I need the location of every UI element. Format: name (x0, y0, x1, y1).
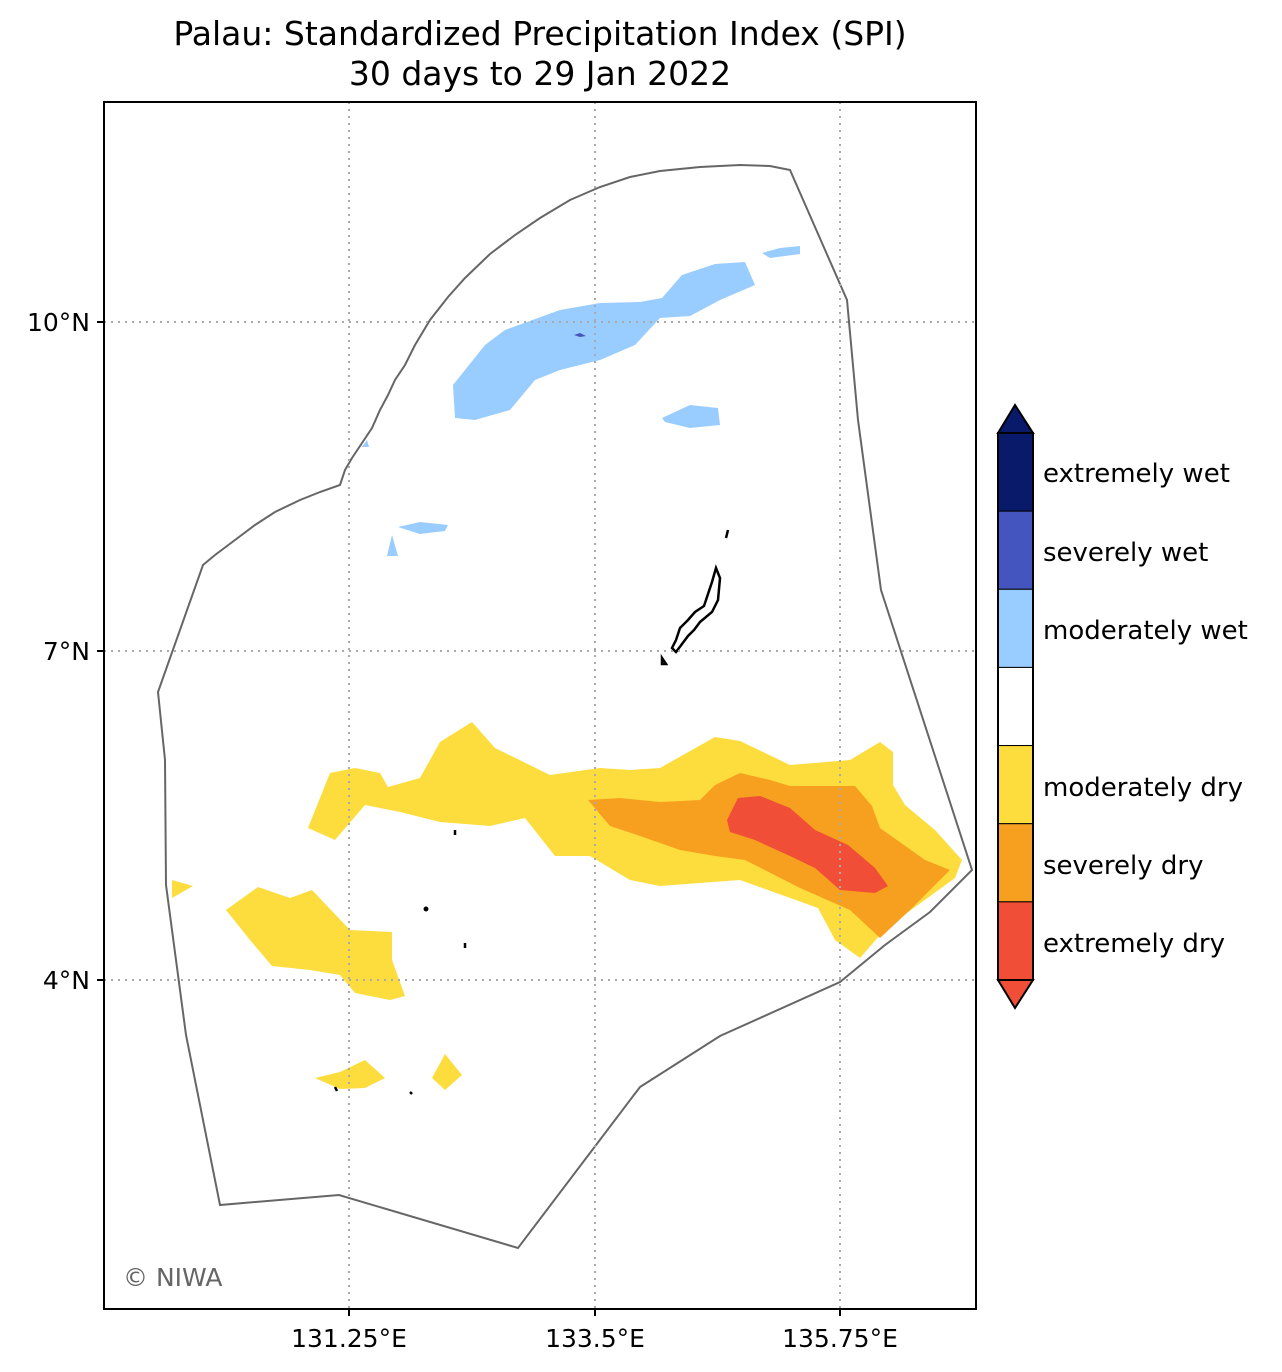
y-tick-label: 4°N (43, 966, 90, 995)
legend-label-severely-dry: severely dry (1043, 851, 1204, 881)
colorbar-block-neutral (997, 666, 1034, 747)
legend-label-moderately-dry: moderately dry (1043, 773, 1243, 803)
x-tick-label: 131.25°E (291, 1324, 407, 1353)
eez-boundary (156, 163, 974, 1250)
map-subtitle: 30 days to 29 Jan 2022 (348, 54, 732, 93)
colorbar-block-severely-dry (997, 823, 1034, 903)
legend-label-extremely-dry: extremely dry (1043, 929, 1225, 959)
map-frame (103, 101, 977, 1310)
tick-marks (97, 321, 841, 1316)
legend-label-moderately-wet: moderately wet (1043, 616, 1248, 646)
colorbar: extremely wet severely wet moderately we… (996, 403, 1248, 1010)
colorbar-block-moderately-wet (997, 588, 1034, 668)
moderately-wet-areas (362, 246, 800, 556)
colorbar-extend-dry-arrow (996, 979, 1035, 1010)
moderately-dry-areas (172, 722, 962, 1090)
colorbar-extend-wet-arrow (996, 403, 1035, 434)
y-tick-label: 10°N (27, 308, 90, 337)
y-tick-label: 7°N (43, 637, 90, 666)
legend-label-extremely-wet: extremely wet (1043, 459, 1230, 489)
colorbar-block-moderately-dry (997, 745, 1034, 825)
severely-wet-spot (574, 333, 586, 337)
x-tick-label: 135.75°E (782, 1324, 898, 1353)
colorbar-outline (997, 432, 1034, 981)
x-tick-label: 133.5°E (545, 1324, 645, 1353)
colorbar-block-severely-wet (997, 510, 1034, 590)
extremely-dry-area (727, 796, 888, 893)
credit-label: © NIWA (123, 1263, 222, 1292)
severely-dry-area (588, 773, 950, 938)
legend-label-severely-wet: severely wet (1043, 538, 1208, 568)
map-title: Palau: Standardized Precipitation Index … (173, 14, 907, 53)
colorbar-block-extremely-wet (997, 432, 1034, 512)
colorbar-block-extremely-dry (997, 901, 1034, 981)
palau-islands (333, 529, 730, 1095)
gridlines (104, 102, 976, 1309)
